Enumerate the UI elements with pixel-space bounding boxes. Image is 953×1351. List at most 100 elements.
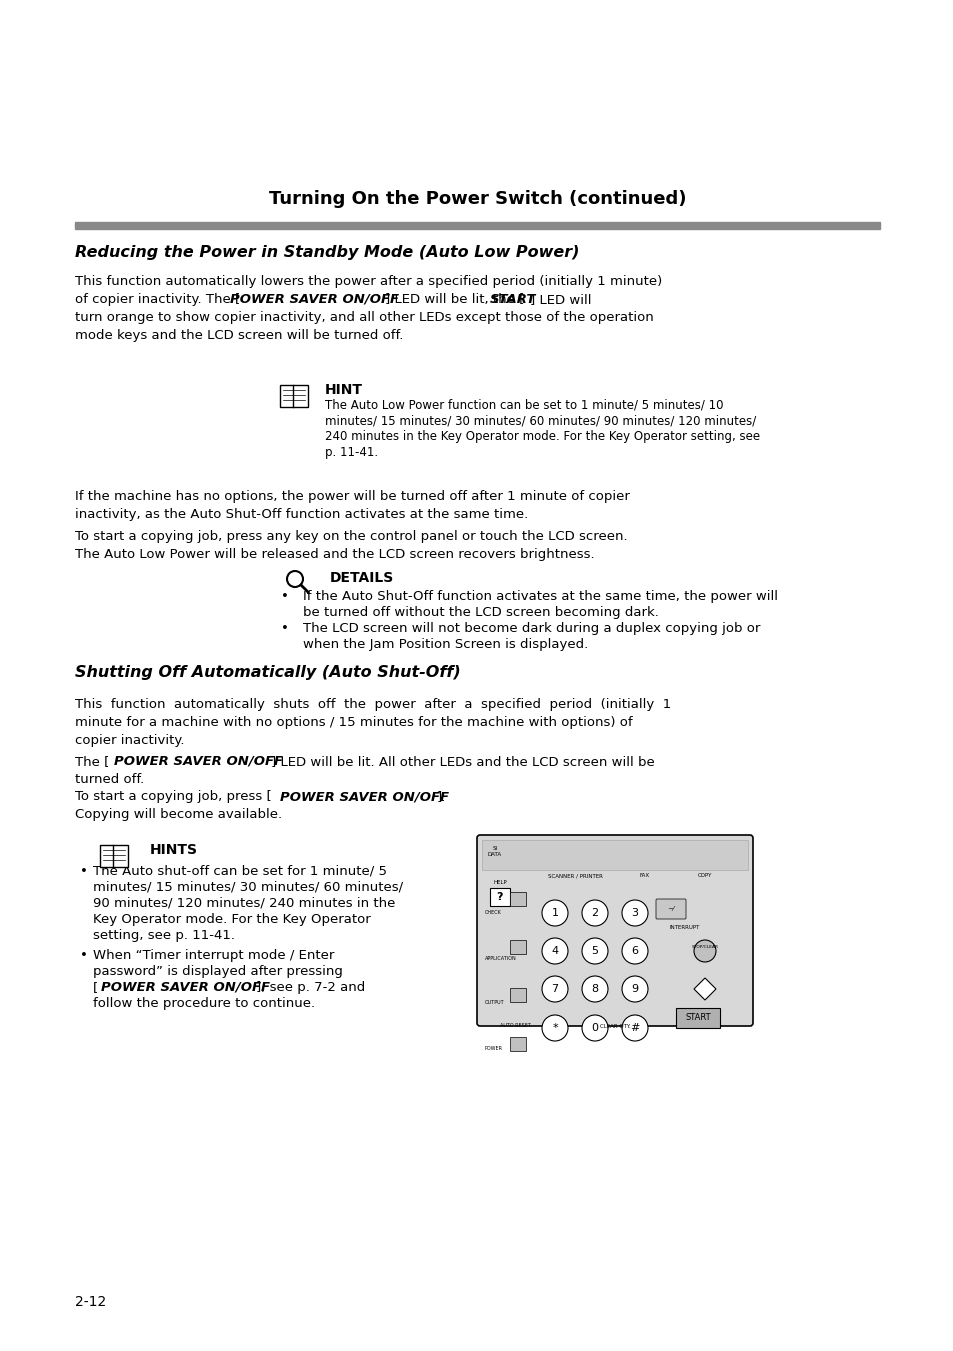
Text: STOP/CLEAR: STOP/CLEAR bbox=[691, 944, 718, 948]
Bar bbox=[676, 1008, 720, 1028]
Text: turned off.: turned off. bbox=[75, 773, 144, 786]
Circle shape bbox=[581, 1015, 607, 1042]
FancyBboxPatch shape bbox=[476, 835, 752, 1025]
Text: POWER SAVER ON/OFF: POWER SAVER ON/OFF bbox=[101, 981, 270, 994]
Text: Shutting Off Automatically (Auto Shut-Off): Shutting Off Automatically (Auto Shut-Of… bbox=[75, 665, 460, 680]
Bar bbox=[510, 1038, 525, 1051]
Text: AUTO RESET: AUTO RESET bbox=[499, 1023, 530, 1028]
FancyBboxPatch shape bbox=[656, 898, 685, 919]
Text: ], see p. 7-2 and: ], see p. 7-2 and bbox=[255, 981, 365, 994]
Text: Turning On the Power Switch (continued): Turning On the Power Switch (continued) bbox=[269, 190, 685, 208]
Text: CLEAR QTY.: CLEAR QTY. bbox=[599, 1023, 630, 1028]
Text: DETAILS: DETAILS bbox=[330, 571, 394, 585]
Text: ~⁄: ~⁄ bbox=[667, 907, 674, 912]
Text: 2-12: 2-12 bbox=[75, 1296, 106, 1309]
Bar bbox=[280, 385, 308, 407]
Text: •: • bbox=[281, 621, 289, 635]
Circle shape bbox=[621, 938, 647, 965]
Text: *: * bbox=[552, 1023, 558, 1034]
Bar bbox=[510, 892, 525, 907]
Text: 4: 4 bbox=[551, 946, 558, 957]
Text: 0: 0 bbox=[591, 1023, 598, 1034]
Text: 3: 3 bbox=[631, 908, 638, 917]
Text: APPLICATION: APPLICATION bbox=[484, 955, 517, 961]
Text: The Auto Low Power will be released and the LCD screen recovers brightness.: The Auto Low Power will be released and … bbox=[75, 549, 594, 561]
Text: To start a copying job, press [: To start a copying job, press [ bbox=[75, 790, 272, 802]
Circle shape bbox=[693, 940, 716, 962]
Text: turn orange to show copier inactivity, and all other LEDs except those of the op: turn orange to show copier inactivity, a… bbox=[75, 311, 653, 324]
Text: follow the procedure to continue.: follow the procedure to continue. bbox=[92, 997, 314, 1011]
Text: password” is displayed after pressing: password” is displayed after pressing bbox=[92, 965, 342, 978]
Text: ?: ? bbox=[497, 892, 503, 902]
Text: 1: 1 bbox=[551, 908, 558, 917]
Text: This function automatically lowers the power after a specified period (initially: This function automatically lowers the p… bbox=[75, 276, 661, 288]
Text: •: • bbox=[80, 948, 88, 962]
Circle shape bbox=[287, 571, 303, 586]
Circle shape bbox=[621, 900, 647, 925]
Circle shape bbox=[581, 975, 607, 1002]
Text: mode keys and the LCD screen will be turned off.: mode keys and the LCD screen will be tur… bbox=[75, 330, 403, 342]
Text: Copying will become available.: Copying will become available. bbox=[75, 808, 282, 821]
Text: COPY: COPY bbox=[697, 873, 712, 878]
Text: 90 minutes/ 120 minutes/ 240 minutes in the: 90 minutes/ 120 minutes/ 240 minutes in … bbox=[92, 897, 395, 911]
Text: of copier inactivity. The [: of copier inactivity. The [ bbox=[75, 293, 240, 305]
Text: p. 11-41.: p. 11-41. bbox=[325, 446, 377, 459]
Text: POWER SAVER ON/OFF: POWER SAVER ON/OFF bbox=[280, 790, 449, 802]
Text: POWER: POWER bbox=[484, 1046, 502, 1051]
Text: The LCD screen will not become dark during a duplex copying job or: The LCD screen will not become dark duri… bbox=[303, 621, 760, 635]
Circle shape bbox=[541, 1015, 567, 1042]
Text: HINTS: HINTS bbox=[150, 843, 198, 857]
Text: minute for a machine with no options / 15 minutes for the machine with options) : minute for a machine with no options / 1… bbox=[75, 716, 632, 730]
Text: The Auto Low Power function can be set to 1 minute/ 5 minutes/ 10: The Auto Low Power function can be set t… bbox=[325, 399, 722, 411]
Circle shape bbox=[621, 1015, 647, 1042]
Text: 5: 5 bbox=[591, 946, 598, 957]
Text: Key Operator mode. For the Key Operator: Key Operator mode. For the Key Operator bbox=[92, 913, 371, 925]
Bar bbox=[75, 222, 879, 230]
Circle shape bbox=[581, 938, 607, 965]
Text: POWER SAVER ON/OFF: POWER SAVER ON/OFF bbox=[113, 755, 283, 767]
Circle shape bbox=[581, 900, 607, 925]
Text: ] LED will be lit. All other LEDs and the LCD screen will be: ] LED will be lit. All other LEDs and th… bbox=[271, 755, 654, 767]
Bar bbox=[100, 844, 128, 867]
Text: CHECK: CHECK bbox=[484, 911, 501, 916]
Text: •: • bbox=[80, 865, 88, 878]
Text: OUTPUT: OUTPUT bbox=[484, 1001, 504, 1005]
Text: SI
DATA: SI DATA bbox=[487, 846, 501, 857]
Text: SCANNER / PRINTER: SCANNER / PRINTER bbox=[547, 873, 601, 878]
Text: POWER SAVER ON/OFF: POWER SAVER ON/OFF bbox=[230, 293, 398, 305]
Text: setting, see p. 11-41.: setting, see p. 11-41. bbox=[92, 929, 234, 942]
Bar bbox=[481, 840, 747, 870]
Text: To start a copying job, press any key on the control panel or touch the LCD scre: To start a copying job, press any key on… bbox=[75, 530, 627, 543]
Text: If the Auto Shut-Off function activates at the same time, the power will: If the Auto Shut-Off function activates … bbox=[303, 590, 778, 603]
Text: START: START bbox=[684, 1013, 710, 1023]
Text: HELP: HELP bbox=[493, 880, 506, 885]
Circle shape bbox=[621, 975, 647, 1002]
Text: #: # bbox=[630, 1023, 639, 1034]
Text: minutes/ 15 minutes/ 30 minutes/ 60 minutes/ 90 minutes/ 120 minutes/: minutes/ 15 minutes/ 30 minutes/ 60 minu… bbox=[325, 413, 756, 427]
Text: FAX: FAX bbox=[639, 873, 649, 878]
Text: The Auto shut-off can be set for 1 minute/ 5: The Auto shut-off can be set for 1 minut… bbox=[92, 865, 387, 878]
Text: inactivity, as the Auto Shut-Off function activates at the same time.: inactivity, as the Auto Shut-Off functio… bbox=[75, 508, 528, 521]
Text: 8: 8 bbox=[591, 984, 598, 994]
Text: ] LED will: ] LED will bbox=[530, 293, 591, 305]
Text: 6: 6 bbox=[631, 946, 638, 957]
Polygon shape bbox=[693, 978, 716, 1000]
Circle shape bbox=[541, 900, 567, 925]
Circle shape bbox=[541, 938, 567, 965]
Text: Reducing the Power in Standby Mode (Auto Low Power): Reducing the Power in Standby Mode (Auto… bbox=[75, 245, 578, 259]
Text: 240 minutes in the Key Operator mode. For the Key Operator setting, see: 240 minutes in the Key Operator mode. Fo… bbox=[325, 430, 760, 443]
Text: The [: The [ bbox=[75, 755, 110, 767]
Text: ].: ]. bbox=[436, 790, 446, 802]
Text: START: START bbox=[490, 293, 536, 305]
Bar bbox=[510, 940, 525, 954]
Text: ] LED will be lit, the [: ] LED will be lit, the [ bbox=[385, 293, 524, 305]
Text: be turned off without the LCD screen becoming dark.: be turned off without the LCD screen bec… bbox=[303, 607, 659, 619]
Text: If the machine has no options, the power will be turned off after 1 minute of co: If the machine has no options, the power… bbox=[75, 490, 629, 503]
Text: 9: 9 bbox=[631, 984, 638, 994]
Text: when the Jam Position Screen is displayed.: when the Jam Position Screen is displaye… bbox=[303, 638, 588, 651]
Text: HINT: HINT bbox=[325, 382, 363, 397]
Text: 7: 7 bbox=[551, 984, 558, 994]
Bar bbox=[510, 988, 525, 1002]
Text: When “Timer interrupt mode / Enter: When “Timer interrupt mode / Enter bbox=[92, 948, 334, 962]
Text: •: • bbox=[281, 590, 289, 603]
